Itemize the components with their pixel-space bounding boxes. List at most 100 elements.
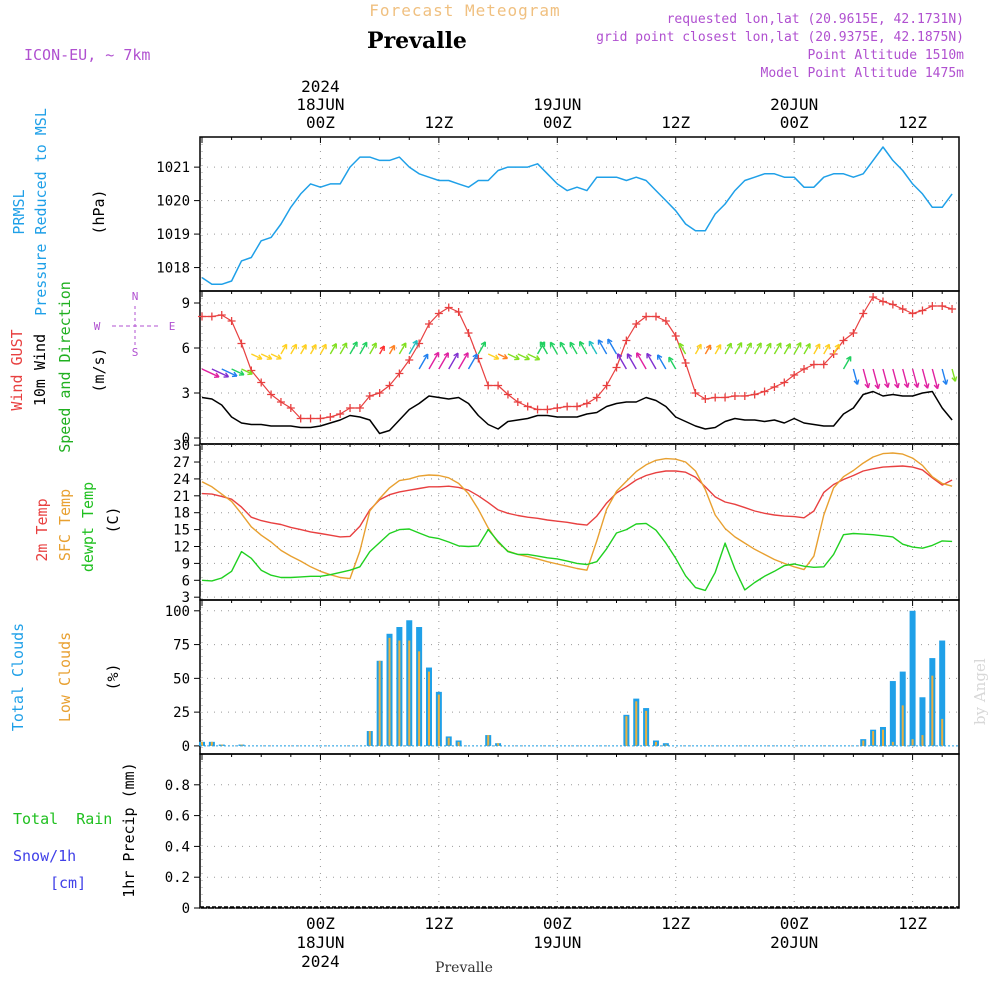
cloud-low-bar (408, 640, 411, 746)
wind-arrow-head (256, 354, 263, 360)
wind-arrow (339, 342, 348, 355)
wind-arrow-head (569, 341, 575, 348)
gust-marker (306, 414, 315, 423)
cloud-low-bar (220, 744, 223, 746)
cloud-low-bar (210, 741, 213, 746)
cloud-total-bar (889, 681, 896, 746)
gust-marker (267, 390, 276, 399)
wind-arrow-head (362, 341, 368, 348)
wind-arrow (221, 368, 238, 377)
y-tick-label: 27 (173, 455, 190, 471)
gust-marker (582, 399, 591, 408)
wind-arrow-head (785, 343, 791, 349)
cloud-low-bar (240, 744, 243, 746)
temp-labels: 2m Temp SFC Temp dewpt Temp (C) (33, 482, 122, 572)
y-tick-label: 0.4 (165, 839, 190, 855)
gust-marker (790, 371, 799, 379)
panel-frame-clouds (199, 599, 960, 755)
wind-direction-arrows (201, 338, 958, 390)
wind-arrow (438, 352, 449, 370)
gust-marker (217, 311, 226, 319)
gust-marker (237, 339, 246, 348)
wind-arrow-head (352, 341, 358, 347)
temp-label-2m: 2m Temp (33, 498, 51, 561)
cloud-unit: (%) (104, 663, 122, 690)
wind-arrow-head (401, 342, 407, 348)
wind-arrow (329, 343, 337, 355)
time-label-year: 2024 (301, 952, 340, 971)
gust-marker (434, 309, 443, 318)
temp-label-sfc: SFC Temp (56, 489, 74, 561)
wind-arrow (773, 342, 782, 355)
y-tick-label: 1018 (156, 261, 190, 277)
cloud-label-total: Total Clouds (9, 623, 27, 731)
wind-unit: (m/s) (90, 347, 108, 392)
gust-marker (632, 320, 641, 328)
wind-arrow (646, 353, 657, 370)
y-tick-label: 75 (173, 638, 190, 654)
gust-marker (474, 354, 483, 363)
wind-arrow-head (951, 376, 958, 382)
wind-arrow (657, 354, 667, 370)
time-label-hour: 12Z (661, 914, 690, 933)
wind-arrow-head (913, 382, 920, 389)
pressure-label-msl: Pressure Reduced to MSL (32, 108, 50, 316)
gust-marker (355, 404, 364, 412)
gust-marker (573, 402, 582, 411)
panel-frame-pressure (199, 136, 960, 292)
wind-label-10m: 10m Wind (31, 334, 49, 406)
time-label-hour: 12Z (898, 113, 927, 132)
wind-arrow (607, 338, 618, 355)
gust-marker (740, 392, 749, 400)
wind-arrow-head (223, 372, 230, 378)
wind-arrow-head (463, 352, 469, 358)
cloud-low-bar (437, 694, 440, 746)
gust-marker (869, 293, 878, 301)
wind-arrow (359, 341, 368, 355)
time-label-hour: 00Z (780, 914, 809, 933)
wind-arrow (319, 343, 327, 355)
wind-arrow-head (776, 342, 782, 348)
wind-arrow-head (379, 345, 385, 352)
wind-arrow-head (805, 343, 811, 349)
requested-coords: requested lon,lat (20.9615E, 42.1731N) (667, 12, 964, 27)
temp-unit: (C) (104, 506, 122, 533)
time-label-hour: 00Z (543, 113, 572, 132)
gust-marker (543, 405, 552, 414)
panel-frame-precip (199, 753, 960, 909)
wind-arrow-head (588, 340, 595, 347)
wind-arrow (951, 368, 957, 382)
wind-arrow (803, 343, 811, 355)
wind-arrow (251, 353, 263, 360)
y-tick-label: 6 (182, 573, 190, 589)
series-layer (198, 146, 959, 908)
wind-arrow (467, 353, 478, 370)
wind-arrow-head (433, 351, 440, 358)
wind-arrow-head (412, 339, 418, 346)
wind-arrow-head (626, 353, 633, 359)
gust-marker (809, 360, 818, 369)
wind-arrow-head (301, 344, 307, 350)
gust-marker (859, 309, 868, 318)
compass-w: W (94, 320, 101, 333)
y-tick-label: 0 (182, 901, 190, 917)
cloud-low-bar (891, 741, 894, 746)
gust-marker (346, 404, 355, 412)
wind-arrow-head (371, 342, 377, 348)
wind-arrow-head (616, 353, 623, 359)
gust-marker (326, 413, 335, 421)
y-tick-label: 0 (182, 739, 190, 755)
gust-marker (878, 297, 887, 306)
precip-axis-label: 1hr Precip (mm) (120, 762, 138, 897)
footer-location: Prevalle (435, 960, 493, 976)
wind-arrow-head (656, 354, 663, 360)
wind-arrow (872, 368, 880, 389)
wind-arrow-head (864, 382, 871, 389)
wind-arrow (588, 340, 598, 355)
gust-marker (691, 389, 700, 397)
precip-labels: Total Rain Snow/1h [cm] 1hr Precip (mm) (13, 762, 138, 897)
wind-arrow (783, 343, 791, 355)
wind-arrow-head (291, 343, 298, 350)
wind-arrow (902, 368, 909, 388)
